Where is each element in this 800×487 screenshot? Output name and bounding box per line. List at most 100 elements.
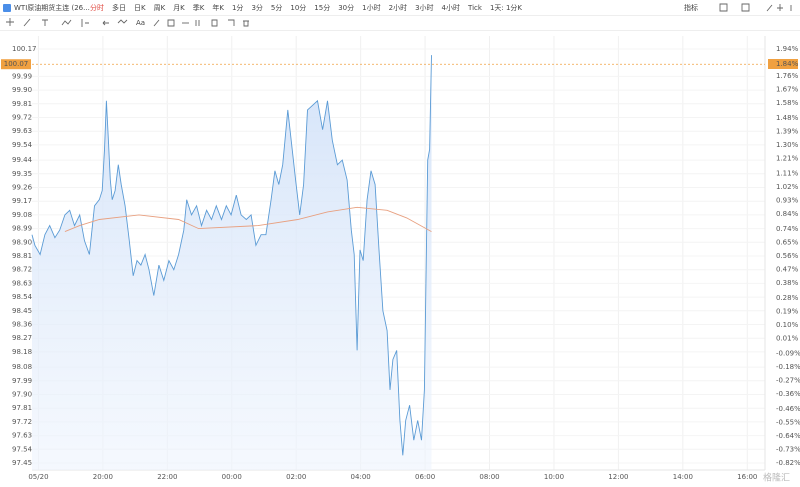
y2-tick-label: 0.56%: [776, 252, 799, 260]
y2-tick-label: 1.94%: [776, 45, 799, 53]
y-tick-label: 98.90: [12, 238, 32, 246]
y2-tick-label: -0.09%: [776, 350, 800, 358]
y-tick-label: 98.08: [12, 363, 32, 371]
y2-tick-label: 1.21%: [776, 155, 799, 163]
y2-tick-label: 0.84%: [776, 210, 799, 218]
y-tick-label: 98.81: [12, 252, 32, 260]
y2-tick-label: 0.38%: [776, 279, 799, 287]
period-button[interactable]: 日K: [134, 4, 146, 12]
period-button[interactable]: 月K: [173, 4, 185, 12]
y-tick-label: 98.72: [12, 266, 32, 274]
period-button[interactable]: 2小时: [389, 3, 407, 12]
y2-tick-label: 1.11%: [776, 170, 799, 178]
period-button[interactable]: 4小时: [442, 3, 460, 12]
y2-tick-label: -0.64%: [776, 432, 800, 440]
period-button[interactable]: 5分: [271, 3, 282, 12]
y-tick-label: 98.99: [12, 225, 32, 233]
magnet-tool[interactable]: [195, 20, 200, 26]
x-tick-label: 08:00: [479, 473, 499, 481]
y2-tick-label: 0.47%: [776, 266, 799, 274]
last-change-label: 1.84%: [776, 60, 799, 68]
x-tick-label: 20:00: [93, 473, 113, 481]
average-line: [64, 206, 432, 233]
y2-tick-label: 0.93%: [776, 197, 799, 205]
last-price-tag: [1, 59, 31, 70]
y-tick-label: 97.99: [12, 377, 32, 385]
brush-tool[interactable]: [117, 19, 128, 24]
lock-tool[interactable]: [211, 19, 218, 27]
y-tick-label: 99.81: [12, 100, 32, 108]
period-button[interactable]: 多日: [112, 3, 126, 12]
x-tick-label: 14:00: [673, 473, 693, 481]
y2-tick-label: -0.46%: [776, 405, 800, 413]
period-button[interactable]: 1小时: [362, 3, 380, 12]
indicator-button[interactable]: 指标: [684, 3, 698, 12]
y-tick-label: 98.63: [12, 279, 32, 287]
y2-tick-label: 1.58%: [776, 99, 799, 107]
cursor-tool[interactable]: [6, 18, 14, 26]
y-tick-label: 99.90: [12, 86, 32, 94]
window-icons[interactable]: [719, 3, 750, 12]
y-tick-label: 99.17: [12, 197, 32, 205]
y-tick-label: 98.27: [12, 334, 32, 342]
y-tick-label: 100.17: [12, 45, 37, 53]
line-tool[interactable]: [23, 18, 31, 27]
period-button[interactable]: 15分: [314, 3, 330, 12]
setting-icons[interactable]: [766, 4, 792, 12]
period-button[interactable]: 1天: 1分K: [490, 3, 522, 12]
y-tick-label: 98.18: [12, 348, 32, 356]
shape-tool[interactable]: [167, 19, 175, 27]
y-tick-label: 99.72: [12, 113, 32, 121]
x-tick-label: 12:00: [608, 473, 628, 481]
period-button[interactable]: 周K: [154, 4, 166, 12]
period-button[interactable]: 季K: [193, 3, 205, 12]
x-tick-label: 16:00: [737, 473, 757, 481]
x-tick-label: 10:00: [544, 473, 564, 481]
x-tick-label: 00:00: [222, 473, 242, 481]
y-tick-label: 97.72: [12, 418, 32, 426]
y-tick-label: 97.81: [12, 404, 32, 412]
y2-tick-label: 0.01%: [776, 335, 799, 343]
delete-tool[interactable]: [243, 20, 249, 27]
symbol-name[interactable]: WTI原油期货主连 (26...: [14, 3, 90, 12]
period-button[interactable]: 分时: [90, 3, 104, 12]
y-tick-label: 99.26: [12, 184, 33, 192]
y2-tick-label: 0.10%: [776, 321, 799, 329]
symbol-icon[interactable]: [3, 4, 11, 12]
y-tick-label: 97.63: [12, 432, 32, 440]
x-tick-label: 04:00: [351, 473, 371, 481]
period-button[interactable]: 3分: [251, 3, 262, 12]
fib-tool[interactable]: [42, 19, 48, 26]
period-button[interactable]: Tick: [467, 4, 483, 12]
period-button[interactable]: 10分: [290, 3, 306, 12]
arrow-tool[interactable]: [102, 20, 109, 26]
measure-tool[interactable]: [81, 19, 89, 27]
last-price-label: 100.07: [4, 60, 29, 68]
pattern-tool[interactable]: [61, 19, 72, 26]
y2-tick-label: 0.19%: [776, 308, 799, 316]
x-tick-label: 02:00: [286, 473, 306, 481]
y2-tick-label: 1.02%: [776, 183, 799, 191]
last-change-tag: [768, 59, 798, 69]
y2-tick-label: -0.82%: [776, 459, 800, 467]
y2-tick-label: 0.28%: [776, 294, 799, 302]
y2-tick-label: -0.36%: [776, 390, 800, 398]
y-tick-label: 97.45: [12, 459, 32, 467]
eye-tool[interactable]: [228, 19, 235, 26]
price-line: [31, 55, 432, 456]
y2-tick-label: 1.30%: [776, 141, 799, 149]
y2-tick-label: -0.73%: [776, 446, 800, 454]
y2-tick-label: -0.55%: [776, 419, 800, 427]
period-button[interactable]: 3小时: [415, 3, 433, 12]
period-button[interactable]: 1分: [232, 3, 243, 12]
y-tick-label: 99.08: [12, 211, 32, 219]
y-tick-label: 97.54: [12, 445, 33, 453]
period-button[interactable]: 30分: [338, 3, 354, 12]
y-tick-label: 99.63: [12, 127, 32, 135]
y2-tick-label: 1.48%: [776, 114, 799, 122]
text-tool[interactable]: Aa: [136, 19, 145, 27]
x-tick-label: 05/20: [28, 473, 48, 481]
period-button[interactable]: 年K: [212, 3, 224, 12]
pen-tool[interactable]: [153, 19, 160, 27]
